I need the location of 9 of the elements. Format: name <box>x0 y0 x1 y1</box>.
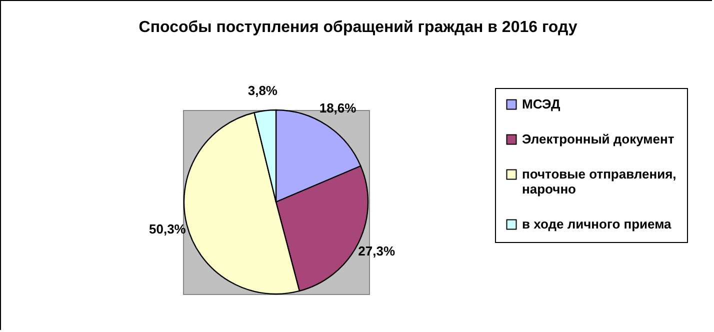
legend-label: в ходе личного приема <box>522 216 672 232</box>
data-label: 50,3% <box>148 222 186 237</box>
data-label: 3,8% <box>248 82 278 98</box>
data-label: 27,3% <box>358 243 396 258</box>
chart-title: Способы поступления обращений граждан в 2016 году <box>138 18 578 36</box>
legend-label: Электронный документ <box>522 132 674 146</box>
data-label: 18,6% <box>319 100 357 116</box>
legend-label: почтовые отправления, нарочно <box>522 166 676 196</box>
legend-label: МСЭД <box>522 96 561 112</box>
